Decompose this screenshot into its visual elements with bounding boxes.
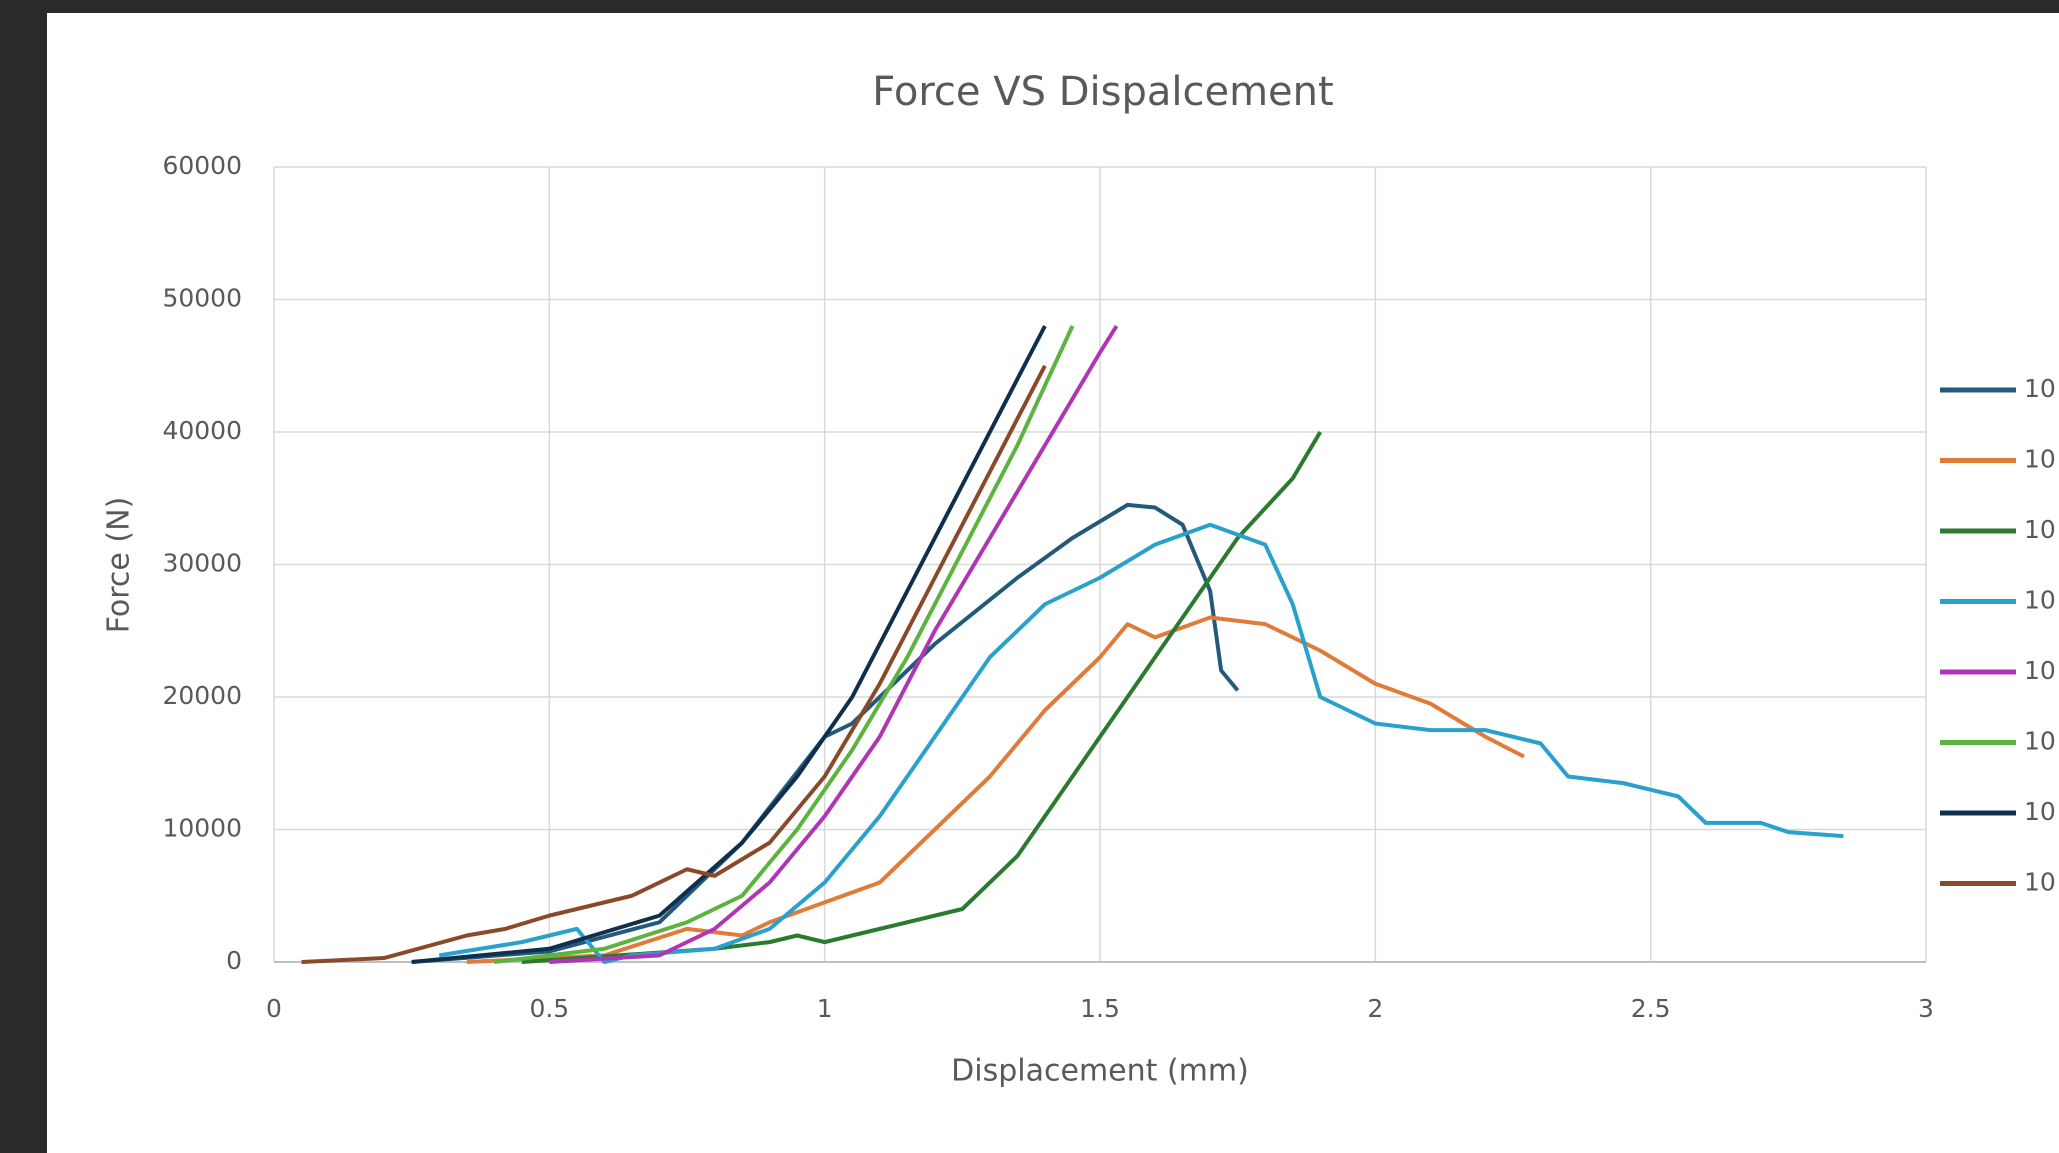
x-tick-label: 1.5 xyxy=(1080,994,1120,1023)
data-line xyxy=(301,364,1047,964)
y-tick-label: 20000 xyxy=(162,681,242,710)
legend-label: 10 xyxy=(2024,797,2056,826)
y-tick-label: 30000 xyxy=(162,549,242,578)
x-tick-label: 1 xyxy=(817,994,833,1023)
chart-panel xyxy=(47,13,2059,1153)
x-tick-label: 2 xyxy=(1367,994,1383,1023)
data-line xyxy=(494,325,1075,964)
y-tick-label: 50000 xyxy=(162,284,242,313)
legend-label: 10 xyxy=(2024,374,2056,403)
x-axis-label: Displacement (mm) xyxy=(951,1054,1249,1089)
y-axis-label: Force (N) xyxy=(102,497,137,634)
data-line xyxy=(466,615,1525,964)
legend-label: 10 xyxy=(2024,656,2056,685)
legend-label: 10 xyxy=(2024,586,2056,615)
data-line xyxy=(521,430,1322,964)
y-tick-label: 60000 xyxy=(162,151,242,180)
data-line xyxy=(411,502,1240,964)
x-tick-label: 0.5 xyxy=(529,994,569,1023)
data-line xyxy=(549,324,1119,964)
chart-title: Force VS Dispalcement xyxy=(872,69,1333,115)
data-line xyxy=(411,325,1047,964)
legend-label: 10 xyxy=(2024,727,2056,756)
legend-label: 10 xyxy=(2024,868,2056,897)
legend-label: 10 xyxy=(2024,445,2056,474)
legend-label: 10 xyxy=(2024,515,2056,544)
y-tick-label: 40000 xyxy=(162,416,242,445)
data-line xyxy=(438,522,1844,964)
x-tick-label: 0 xyxy=(266,994,282,1023)
x-tick-label: 3 xyxy=(1918,994,1934,1023)
y-tick-label: 0 xyxy=(226,946,242,975)
y-tick-label: 10000 xyxy=(162,814,242,843)
x-tick-label: 2.5 xyxy=(1631,994,1671,1023)
